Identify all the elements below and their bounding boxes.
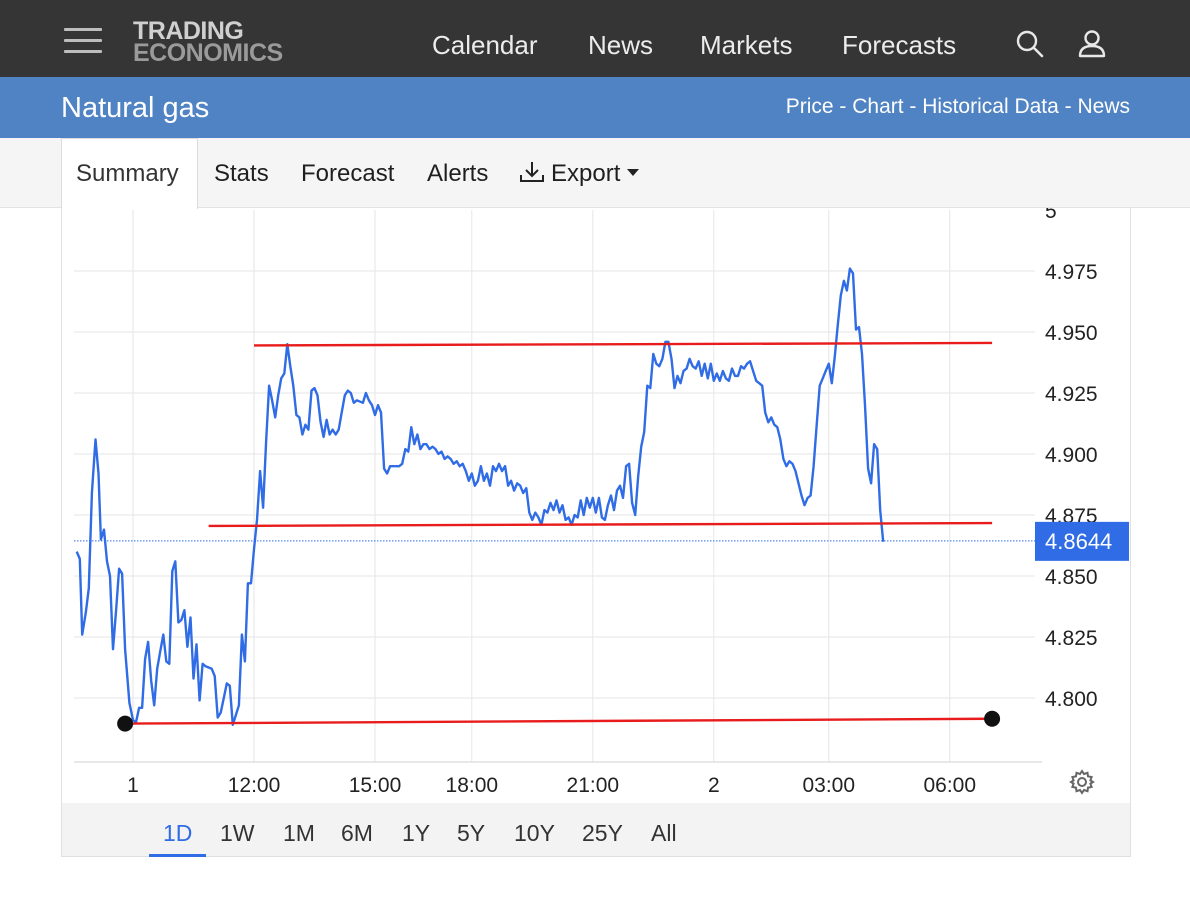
user-account-icon[interactable] bbox=[1076, 28, 1108, 60]
search-icon[interactable] bbox=[1014, 28, 1046, 60]
trend-line[interactable] bbox=[253, 341, 993, 347]
tab-alerts[interactable]: Alerts bbox=[427, 160, 489, 187]
trading-economics-logo[interactable]: TRADING ECONOMICS bbox=[133, 17, 283, 67]
active-tab-background bbox=[61, 138, 198, 209]
tab-summary[interactable]: Summary bbox=[76, 160, 179, 187]
trendline-handle-right[interactable] bbox=[984, 710, 1001, 727]
nav-markets[interactable]: Markets bbox=[700, 30, 793, 60]
price-chart[interactable]: 54.9754.9504.9254.9004.8754.8504.8254.80… bbox=[0, 208, 1190, 808]
y-tick-label: 4.950 bbox=[1045, 322, 1098, 345]
x-tick-label: 21:00 bbox=[567, 774, 620, 797]
trend-line[interactable] bbox=[208, 521, 993, 528]
chevron-down-icon bbox=[627, 169, 640, 176]
x-tick-label: 18:00 bbox=[446, 774, 499, 797]
nav-news[interactable]: News bbox=[588, 30, 654, 60]
title-bar bbox=[0, 77, 1190, 138]
range-button-25y[interactable]: 25Y bbox=[582, 820, 623, 846]
range-button-10y[interactable]: 10Y bbox=[514, 820, 555, 846]
trend-line[interactable] bbox=[125, 717, 993, 725]
x-tick-label: 03:00 bbox=[802, 774, 855, 797]
range-button-1y[interactable]: 1Y bbox=[402, 820, 431, 846]
breadcrumb-links: Price - Chart - Historical Data - News bbox=[786, 95, 1130, 119]
link-separator: - bbox=[833, 95, 853, 118]
top-navbar bbox=[0, 0, 1190, 77]
range-button-5y[interactable]: 5Y bbox=[457, 820, 486, 846]
hamburger-menu-icon[interactable] bbox=[64, 26, 102, 56]
download-icon bbox=[520, 162, 544, 182]
range-button-6m[interactable]: 6M bbox=[341, 820, 373, 846]
export-dropdown[interactable]: Export bbox=[519, 160, 640, 188]
x-tick-label: 2 bbox=[708, 774, 720, 797]
page-title: Natural gas bbox=[61, 92, 210, 124]
link-separator: - bbox=[903, 95, 923, 118]
logo-line-2: ECONOMICS bbox=[133, 39, 283, 67]
link-news[interactable]: News bbox=[1077, 95, 1130, 118]
y-tick-label: 4.850 bbox=[1045, 566, 1098, 589]
range-button-1w[interactable]: 1W bbox=[220, 820, 255, 846]
range-button-1m[interactable]: 1M bbox=[283, 820, 315, 846]
last-value-label: 4.8644 bbox=[1045, 529, 1112, 554]
x-tick-label: 1 bbox=[127, 774, 139, 797]
export-label: Export bbox=[551, 160, 621, 187]
link-chart[interactable]: Chart bbox=[852, 95, 904, 118]
range-button-1d[interactable]: 1D bbox=[163, 820, 193, 846]
x-tick-label: 06:00 bbox=[923, 774, 976, 797]
y-tick-label: 4.975 bbox=[1045, 261, 1098, 284]
price-series-line[interactable] bbox=[75, 267, 885, 726]
y-tick-label: 5 bbox=[1045, 208, 1057, 223]
trendline-handle-left[interactable] bbox=[117, 715, 134, 732]
y-tick-label: 4.925 bbox=[1045, 383, 1098, 406]
y-tick-label: 4.825 bbox=[1045, 627, 1098, 650]
y-tick-label: 4.800 bbox=[1045, 688, 1098, 711]
range-selector-bar bbox=[62, 803, 1130, 856]
x-tick-label: 15:00 bbox=[349, 774, 402, 797]
tab-forecast[interactable]: Forecast bbox=[301, 160, 395, 187]
tab-bar bbox=[0, 138, 1190, 208]
chart-container bbox=[61, 208, 1131, 857]
tab-stats[interactable]: Stats bbox=[214, 160, 269, 187]
nav-forecasts[interactable]: Forecasts bbox=[842, 30, 957, 60]
last-value-badge bbox=[1035, 521, 1129, 561]
link-historical-data[interactable]: Historical Data bbox=[922, 95, 1059, 118]
active-range-underline bbox=[149, 854, 206, 857]
nav-calendar[interactable]: Calendar bbox=[432, 30, 538, 60]
logo-line-1: TRADING bbox=[133, 17, 244, 45]
link-price[interactable]: Price bbox=[785, 95, 834, 118]
x-tick-label: 12:00 bbox=[228, 774, 281, 797]
range-button-all[interactable]: All bbox=[651, 820, 677, 846]
link-separator: - bbox=[1058, 95, 1078, 118]
y-tick-label: 4.900 bbox=[1045, 444, 1098, 467]
chart-settings-gear-icon[interactable] bbox=[1068, 768, 1096, 796]
